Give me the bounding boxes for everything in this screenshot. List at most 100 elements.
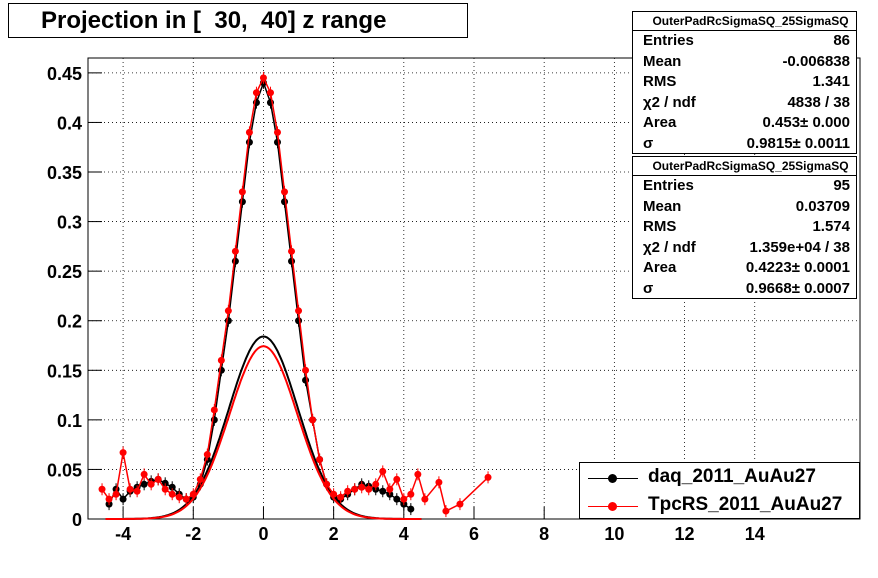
stats-value: 1.574 [812, 218, 850, 235]
stats-key: σ [643, 134, 654, 152]
data-point [119, 495, 127, 503]
chart-legend: daq_2011_AuAu27 TpcRS_2011_AuAu27 [579, 462, 860, 519]
y-tick-label: 0.2 [57, 312, 82, 332]
data-point [231, 247, 239, 255]
data-point [351, 485, 359, 493]
data-point [266, 89, 274, 97]
data-point [259, 74, 267, 82]
y-tick-label: 0.45 [47, 64, 82, 84]
y-tick-label: 0.05 [47, 460, 82, 480]
data-point [105, 495, 113, 503]
stats-key: Entries [643, 177, 694, 194]
data-point [288, 247, 296, 255]
stats-key: σ [643, 279, 654, 297]
data-point [407, 490, 415, 498]
data-point [456, 500, 464, 508]
data-point [119, 449, 127, 457]
stats-key: Area [643, 114, 677, 131]
data-point [224, 307, 232, 315]
data-point [189, 490, 197, 498]
data-point [372, 480, 380, 488]
data-point [421, 495, 429, 503]
data-point [323, 480, 331, 488]
stats-key: χ2 / ndf [643, 93, 696, 111]
x-tick-label: -2 [185, 524, 201, 544]
x-tick-label: 10 [604, 524, 624, 544]
stats-row: χ2 / ndf 4838 / 38 [633, 93, 856, 114]
data-point [281, 198, 289, 206]
y-tick-label: 0.15 [47, 361, 82, 381]
data-point [217, 356, 225, 364]
stats-key: χ2 / ndf [643, 238, 696, 256]
stats-row: Area 0.4223± 0.0001 [633, 258, 856, 279]
data-point [288, 257, 296, 265]
data-point [238, 198, 246, 206]
stats-row: σ 0.9668± 0.0007 [633, 279, 856, 300]
data-point [140, 470, 148, 478]
x-tick-label: 2 [329, 524, 339, 544]
data-point [414, 470, 422, 478]
stats-key: Area [643, 259, 677, 276]
stats-key: Mean [643, 197, 682, 215]
data-point [330, 490, 338, 498]
stats-box-daq: OuterPadRcSigmaSQ_25SigmaSQ Entries 86 Mea… [632, 11, 857, 154]
data-point [182, 495, 190, 503]
data-point [379, 467, 387, 475]
stats-value: 0.9815± 0.0011 [746, 134, 850, 152]
data-point [393, 495, 401, 503]
y-tick-label: 0.4 [57, 113, 82, 133]
stats-box-title: OuterPadRcSigmaSQ_25SigmaSQ [633, 12, 856, 31]
y-tick-label: 0.3 [57, 213, 82, 233]
data-point [484, 473, 492, 481]
stats-value: 1.359e+04 / 38 [749, 238, 850, 256]
data-point [273, 128, 281, 136]
data-point [203, 451, 211, 459]
legend-entry-daq: daq_2011_AuAu27 [580, 465, 859, 491]
stats-row: Mean -0.006838 [633, 52, 856, 73]
data-point [337, 493, 345, 501]
x-tick-label: 6 [469, 524, 479, 544]
data-point [245, 138, 253, 146]
legend-point-marker [608, 474, 617, 483]
x-tick-label: 12 [675, 524, 695, 544]
data-point [161, 485, 169, 493]
y-tick-label: 0 [72, 510, 82, 530]
legend-label: TpcRS_2011_AuAu27 [648, 494, 843, 515]
data-point [316, 456, 324, 464]
data-point [393, 475, 401, 483]
stats-value: 0.4223± 0.0001 [745, 259, 850, 276]
stats-value: 0.453± 0.000 [762, 114, 850, 131]
data-point [435, 478, 443, 486]
stats-value: 1.341 [812, 73, 850, 90]
data-point [231, 257, 239, 265]
stats-row: σ 0.9815± 0.0011 [633, 134, 856, 155]
y-tick-label: 0.1 [57, 411, 82, 431]
stats-row: RMS 1.341 [633, 72, 856, 93]
data-point [154, 475, 162, 483]
data-point [196, 475, 204, 483]
data-point [98, 485, 106, 493]
x-tick-label: 0 [258, 524, 268, 544]
y-tick-label: 0.25 [47, 262, 82, 282]
data-point [133, 487, 141, 495]
legend-label: daq_2011_AuAu27 [648, 466, 816, 487]
data-point [210, 406, 218, 414]
stats-row: Entries 95 [633, 176, 856, 197]
x-tick-label: 8 [539, 524, 549, 544]
x-tick-label: 14 [745, 524, 765, 544]
stats-value: -0.006838 [782, 52, 850, 70]
stats-box-tpcrs: OuterPadRcSigmaSQ_25SigmaSQ Entries 95 Mea… [632, 156, 857, 299]
data-point [126, 485, 134, 493]
data-point [365, 485, 373, 493]
data-point [281, 188, 289, 196]
data-point [245, 128, 253, 136]
stats-row: Mean 0.03709 [633, 197, 856, 218]
stats-value: 95 [833, 177, 850, 194]
data-point [358, 483, 366, 491]
stats-row: Entries 86 [633, 31, 856, 52]
data-point [168, 490, 176, 498]
stats-value: 0.03709 [795, 197, 850, 215]
stats-key: RMS [643, 218, 677, 235]
stats-key: Mean [643, 52, 682, 70]
stats-row: χ2 / ndf 1.359e+04 / 38 [633, 238, 856, 259]
